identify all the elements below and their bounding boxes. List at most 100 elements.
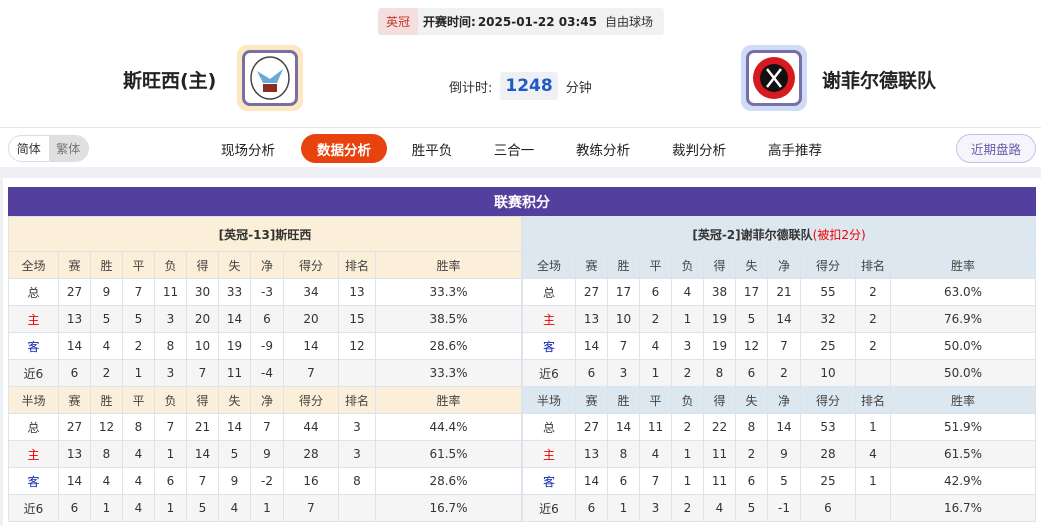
row-label: 近6 xyxy=(8,359,59,387)
column-header: 失 xyxy=(735,251,768,279)
row-label: 客 xyxy=(8,332,59,360)
tab-live-analysis[interactable]: 现场分析 xyxy=(221,142,275,159)
table-row: 主 13 8 4 1 11 2 9 28 4 61.5% xyxy=(522,440,1036,468)
cell: 7 xyxy=(186,359,219,387)
column-header: 得 xyxy=(703,386,736,414)
cell: 16.7% xyxy=(890,494,1036,522)
language-toggle[interactable]: 简体 繁体 xyxy=(8,135,89,162)
cell: 4 xyxy=(639,440,672,468)
tab-three-in-one[interactable]: 三合一 xyxy=(493,142,535,159)
cell: 8 xyxy=(122,413,155,441)
cell: 6 xyxy=(58,494,91,522)
table-row: 客 14 6 7 1 11 6 5 25 1 42.9% xyxy=(522,467,1036,495)
column-header: 得分 xyxy=(283,251,339,279)
column-header: 平 xyxy=(639,386,672,414)
recent-handicap-button[interactable]: 近期盘路 xyxy=(956,134,1036,163)
tab-data-analysis[interactable]: 数据分析 xyxy=(301,134,387,163)
team-header-row: [英冠-13]斯旺西 xyxy=(8,216,522,252)
cell: 7 xyxy=(122,278,155,306)
cell: 28 xyxy=(283,440,339,468)
column-header: 胜 xyxy=(90,251,123,279)
countdown-label: 倒计时: xyxy=(449,80,493,96)
cell: 6 xyxy=(639,278,672,306)
cell: 33.3% xyxy=(375,359,522,387)
cell: 19 xyxy=(703,305,736,333)
table-row: 总 27 14 11 2 22 8 14 53 1 51.9% xyxy=(522,413,1036,441)
cell: 6 xyxy=(154,467,187,495)
lang-traditional[interactable]: 繁体 xyxy=(48,136,88,161)
cell: 7 xyxy=(607,332,640,360)
cell: 28.6% xyxy=(375,467,522,495)
cell: 2 xyxy=(671,359,704,387)
full-header-row: 全场赛胜平负得失净得分 排名 胜率 xyxy=(8,251,522,279)
table-row: 客 14 4 2 8 10 19 -9 14 12 28.6% xyxy=(8,332,522,360)
cell: 15 xyxy=(338,305,376,333)
cell: 22 xyxy=(703,413,736,441)
cell: 5 xyxy=(735,305,768,333)
cell: 63.0% xyxy=(890,278,1036,306)
lang-simplified[interactable]: 简体 xyxy=(16,142,41,156)
cell: 11 xyxy=(218,359,251,387)
column-header: 得分 xyxy=(800,251,856,279)
match-info: 英冠 开赛时间: 2025-01-22 03:45 自由球场 xyxy=(378,8,664,35)
cell: 27 xyxy=(58,278,91,306)
column-header: 负 xyxy=(671,251,704,279)
cell: 4 xyxy=(671,278,704,306)
column-header: 平 xyxy=(122,251,155,279)
table-row: 总 27 12 8 7 21 14 7 44 3 44.4% xyxy=(8,413,522,441)
column-header: 净 xyxy=(767,386,801,414)
cell: 33.3% xyxy=(375,278,522,306)
cell: 11 xyxy=(703,440,736,468)
tab-win-draw-lose[interactable]: 胜平负 xyxy=(411,142,453,159)
cell: -4 xyxy=(250,359,284,387)
cell: 6 xyxy=(575,494,608,522)
cell: 4 xyxy=(122,467,155,495)
table-row: 总 27 17 6 4 38 17 21 55 2 63.0% xyxy=(522,278,1036,306)
column-header: 平 xyxy=(122,386,155,414)
cell: 5 xyxy=(186,494,219,522)
cell: 25 xyxy=(800,332,856,360)
team-header-row: [英冠-2]谢菲尔德联队(被扣2分) xyxy=(522,216,1036,252)
cell: 76.9% xyxy=(890,305,1036,333)
cell: 14 xyxy=(186,440,219,468)
cell: -1 xyxy=(767,494,801,522)
team-rank-label: [英冠-2]谢菲尔德联队 xyxy=(692,227,813,242)
column-header: 排名 xyxy=(855,251,891,279)
column-header: 负 xyxy=(671,386,704,414)
home-team-name[interactable]: 斯旺西(主) xyxy=(123,70,217,92)
table-row: 主 13 8 4 1 14 5 9 28 3 61.5% xyxy=(8,440,522,468)
cell: 10 xyxy=(607,305,640,333)
cell: 28 xyxy=(800,440,856,468)
cell: 7 xyxy=(186,467,219,495)
tab-coach-analysis[interactable]: 教练分析 xyxy=(576,142,630,159)
cell: 14 xyxy=(575,332,608,360)
cell: 7 xyxy=(767,332,801,360)
cell: 2 xyxy=(855,278,891,306)
away-team-name[interactable]: 谢菲尔德联队 xyxy=(822,70,937,92)
cell: 6 xyxy=(250,305,284,333)
kickoff-time: 2025-01-22 03:45 xyxy=(477,14,597,29)
column-header: 负 xyxy=(154,251,187,279)
tab-expert-picks[interactable]: 高手推荐 xyxy=(768,142,822,159)
tab-referee-analysis[interactable]: 裁判分析 xyxy=(672,142,726,159)
cell xyxy=(855,359,891,387)
table-row: 客 14 4 4 6 7 9 -2 16 8 28.6% xyxy=(8,467,522,495)
cell: 19 xyxy=(703,332,736,360)
away-standings-table: [英冠-2]谢菲尔德联队(被扣2分) 全场赛胜平负得失净得分 排名 胜率总 27 17 6 4… xyxy=(522,216,1036,522)
team-rank-label: [英冠-13]斯旺西 xyxy=(218,227,312,242)
row-label: 总 xyxy=(8,413,59,441)
table-row: 近6 6 3 1 2 8 6 2 10 50.0% xyxy=(522,359,1036,387)
cell: 8 xyxy=(338,467,376,495)
cell: 3 xyxy=(639,494,672,522)
cell: 17 xyxy=(735,278,768,306)
league-badge[interactable]: 英冠 xyxy=(378,8,418,35)
home-team-logo[interactable] xyxy=(237,45,303,111)
half-header-row: 半场赛胜平负得失净得分 排名 胜率 xyxy=(8,386,522,414)
cell: 6 xyxy=(735,467,768,495)
cell: 1 xyxy=(671,467,704,495)
away-team-logo[interactable] xyxy=(741,45,807,111)
column-header: 净 xyxy=(767,251,801,279)
cell: 55 xyxy=(800,278,856,306)
section-label: 全场 xyxy=(522,251,576,279)
cell: 1 xyxy=(250,494,284,522)
